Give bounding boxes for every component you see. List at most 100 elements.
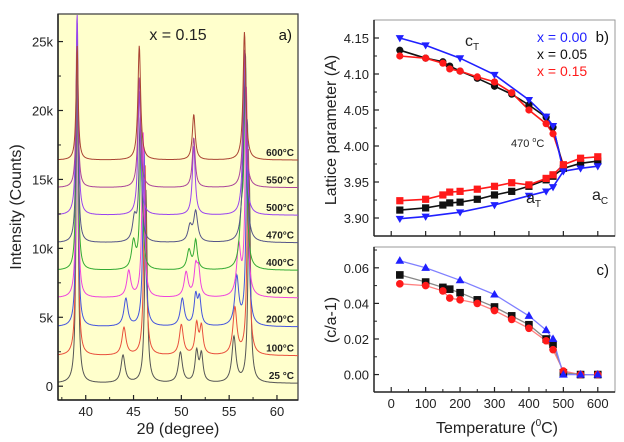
panel-a-axes: 40 45 50 55 60 0 5k 10k 15k 20k 25k [32, 14, 298, 419]
panel-b-y-tick-label: 3.95 [344, 175, 369, 190]
panel-b-point [421, 213, 430, 221]
panel-a-y-axis-title: Intensity (Counts) [8, 144, 25, 269]
panel-a-x-tick-label: 60 [270, 404, 284, 419]
panel-c-point [549, 345, 557, 354]
curve-label-8: 600°C [266, 148, 294, 159]
panel-b-lattice-parameters: 3.90 3.95 4.00 4.05 4.10 4.15 b) x = 0.00 x =… [323, 19, 616, 237]
annotation-470C: 470 oC [511, 137, 544, 150]
legend-x005: x = 0.05 [537, 46, 587, 62]
legend-x015: x = 0.15 [537, 63, 587, 79]
panel-c-y-tick-label: 0.00 [344, 368, 369, 383]
panel-c-point [548, 334, 558, 343]
panel-c-point [455, 275, 465, 284]
panel-c-point [445, 285, 454, 293]
panel-c-point [524, 311, 534, 319]
xrd-curve-8 [58, 31, 298, 161]
panel-b-y-tick-label: 4.15 [344, 31, 369, 46]
panel-b-point [396, 52, 404, 60]
panel-c-point [558, 370, 568, 378]
panel-c-x-tick-label: 400 [518, 396, 540, 411]
xrd-curve-2 [58, 52, 298, 328]
xrd-curve-6 [58, 14, 298, 216]
panel-b-point [542, 174, 550, 182]
panel-c-tetragonality: 0.00 0.02 0.04 0.06 0 100 200 300 400 500 600 c) (… [323, 246, 616, 437]
panel-c-point [490, 289, 499, 298]
panel-b-point [549, 130, 557, 138]
panel-c-point [549, 340, 557, 349]
xrd-curve-5 [57, 23, 298, 244]
panel-b-point [508, 187, 516, 195]
curve-label-1: 100°C [266, 344, 294, 355]
annotation-a-cubic: aC [592, 187, 608, 207]
curve-label-0: 25 °C [269, 371, 294, 382]
panel-c-point [542, 336, 550, 345]
panel-b-point [525, 101, 533, 109]
panel-b-point [473, 195, 481, 203]
panel-b-label: b) [596, 29, 609, 46]
curve-label-5: 470°C [266, 231, 294, 242]
panel-c-y-tick-label: 0.04 [344, 296, 369, 311]
panel-b-point [490, 182, 499, 190]
panel-a-x-tick-label: 45 [126, 404, 140, 419]
xrd-curve-0 [58, 53, 298, 384]
panel-c-point [456, 296, 464, 304]
panel-b-y-axis-title: Lattice parameter (A) [323, 55, 340, 205]
panel-a-curves [57, 14, 298, 384]
panel-b-point [548, 184, 558, 192]
panel-a-plot-area [57, 13, 299, 401]
panel-b-axes: 3.90 3.95 4.00 4.05 4.10 4.15 [344, 20, 615, 237]
panel-b-point [559, 161, 567, 169]
panel-b-point [525, 181, 533, 189]
panel-b-point [490, 71, 499, 80]
annotation-c-sub: T [473, 42, 479, 53]
curve-label-7: 550°C [266, 176, 294, 187]
panel-a-x-tick-label: 50 [174, 404, 188, 419]
x-title-deg: 0 [536, 418, 542, 429]
panel-a-title: x = 0.15 [149, 27, 206, 44]
panel-b-point [559, 168, 568, 176]
annotation-c-tetragonal: cT [465, 33, 479, 53]
panel-c-line-0 [399, 260, 598, 376]
x-title-pre: Temperature ( [436, 420, 536, 437]
panel-c-point [541, 325, 551, 334]
panel-a-x-axis-title: 2θ (degree) [137, 421, 220, 438]
panel-b-point [395, 215, 404, 224]
panel-c-point [576, 370, 585, 378]
panel-b-point [456, 198, 464, 206]
panel-b-point [508, 89, 516, 97]
panel-b-point [549, 171, 557, 179]
panel-b-y-tick-label: 4.00 [344, 139, 369, 154]
xrd-curve-7 [57, 49, 298, 188]
panel-b-y-tick-label: 4.10 [344, 67, 369, 82]
panel-c-point [490, 306, 499, 315]
annotation-470-unit: C [536, 138, 544, 150]
annotation-aT-main: a [526, 190, 535, 207]
panel-b-point [542, 120, 550, 128]
panel-a-y-tick-label: 15k [32, 172, 53, 187]
panel-c-x-tick-label: 200 [449, 396, 471, 411]
panel-b-point [455, 55, 465, 63]
panel-b-y-tick-label: 4.05 [344, 103, 369, 118]
panel-c-point [421, 263, 431, 271]
panel-b-point [439, 59, 447, 67]
panel-b-point [525, 106, 533, 114]
panel-b-point [439, 201, 447, 209]
panel-b-point [490, 202, 499, 210]
panel-c-y-tick-label: 0.06 [344, 261, 369, 276]
panel-b-point [593, 163, 602, 171]
panel-a-y-tick-label: 5k [39, 310, 53, 325]
panel-c-plot-area [373, 246, 616, 393]
panel-c-x-tick-label: 300 [484, 396, 506, 411]
annotation-aC-sub: C [601, 196, 608, 207]
panel-b-point [422, 204, 430, 212]
legend-x000: x = 0.00 [537, 29, 587, 45]
panel-c-x-tick-label: 100 [415, 396, 437, 411]
annotation-c-main: c [465, 33, 473, 50]
panel-b-markers [395, 35, 602, 224]
panel-b-point [422, 195, 430, 203]
panel-c-y-axis-title: (c/a-1) [323, 297, 340, 343]
panel-c-point [593, 370, 603, 378]
curve-label-6: 500°C [266, 203, 294, 214]
panel-c-markers [395, 256, 603, 379]
